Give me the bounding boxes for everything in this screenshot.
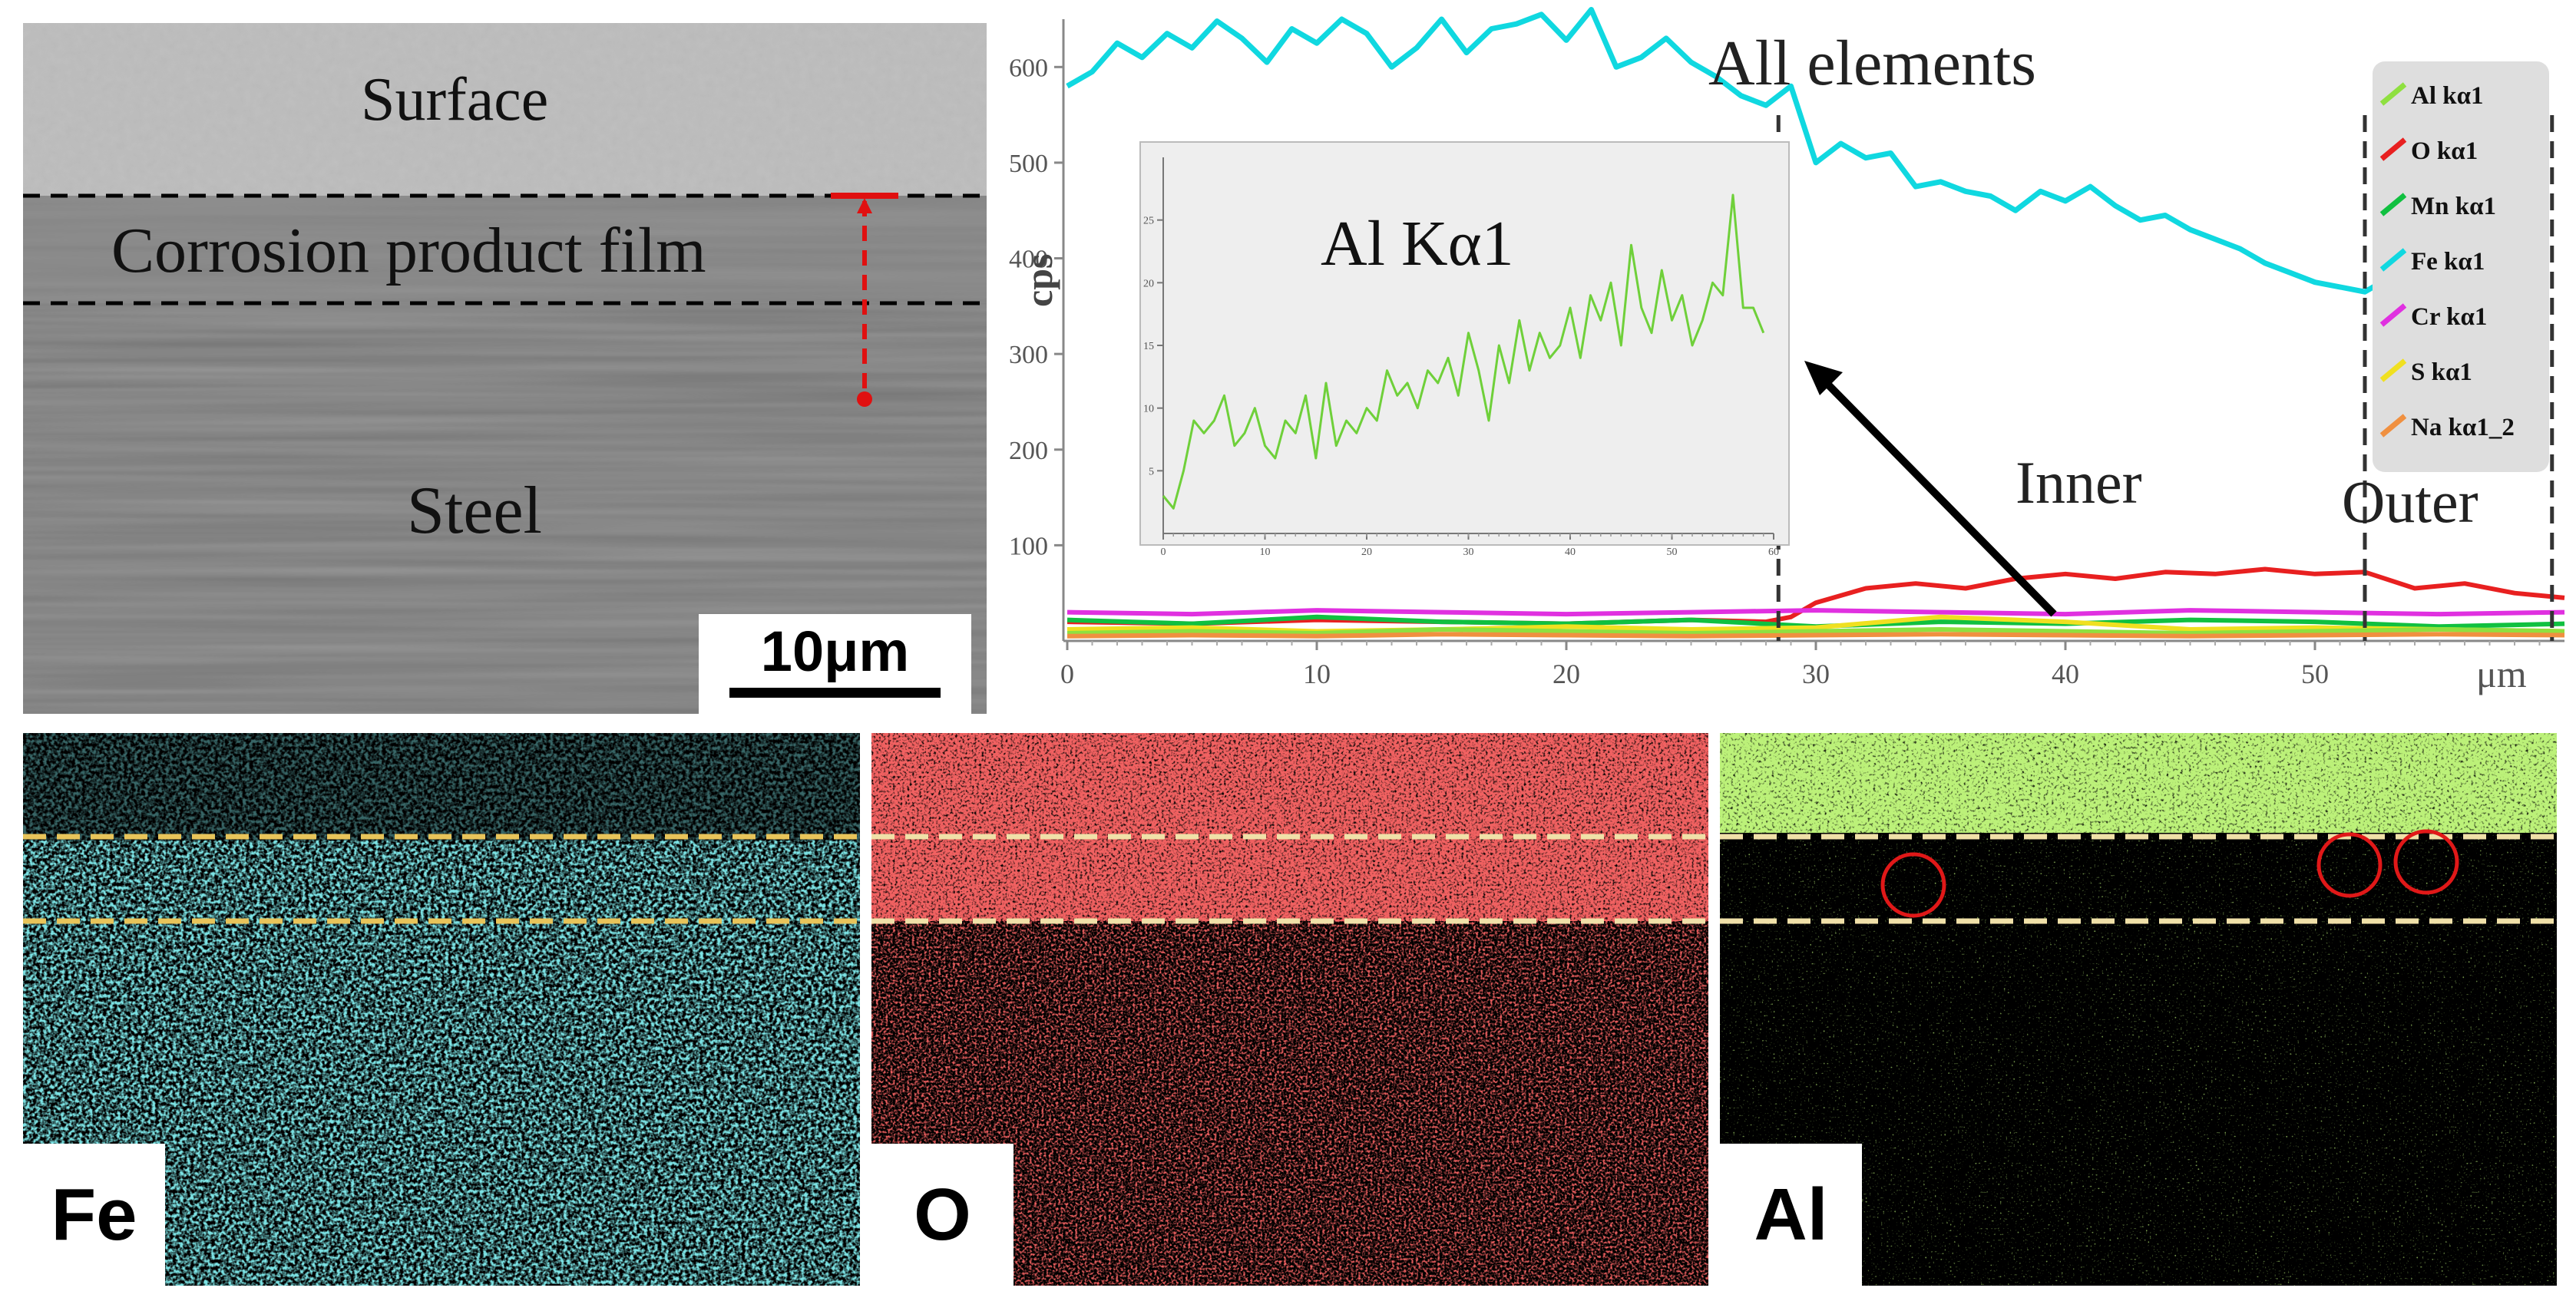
inset-x-tick-label: 0 — [1161, 547, 1166, 558]
x-axis-label: μm — [2476, 652, 2527, 695]
map-fe-label: Fe — [51, 1174, 137, 1256]
legend-swatch — [2379, 303, 2407, 327]
inset-y-tick-label: 20 — [1143, 278, 1154, 289]
inset-x-tick-label: 60 — [1768, 547, 1779, 558]
y-tick-label: 600 — [1009, 54, 1048, 82]
inset-background — [1139, 141, 1790, 546]
map-al-texture — [1720, 733, 2557, 1286]
inset-x-tick-label: 20 — [1361, 547, 1372, 558]
legend-label: Fe kα1 — [2411, 248, 2485, 276]
inset-y-tick-label: 15 — [1143, 341, 1154, 352]
series-line-cr-k-1 — [1066, 608, 2565, 617]
legend-swatch — [2379, 414, 2407, 438]
arrow — [1804, 361, 2057, 617]
al-circle-3 — [2393, 829, 2459, 895]
scale-bar-label: 10μm — [760, 619, 910, 683]
legend-label: Cr kα1 — [2411, 303, 2487, 331]
inset-series-line-al — [1162, 193, 1765, 510]
inset-x-tick-label: 40 — [1565, 547, 1576, 558]
steel-label: Steel — [407, 474, 542, 548]
map-al-label: Al — [1754, 1174, 1828, 1256]
y-tick-label: 300 — [1009, 341, 1048, 369]
series-line-o-k-1 — [1066, 566, 2565, 626]
inner-label: Inner — [2015, 449, 2142, 516]
legend-label: Mn kα1 — [2411, 193, 2496, 220]
sem-image: Surface Corrosion product film Steel 10μ… — [23, 23, 987, 714]
inset-x-tick-label: 50 — [1667, 547, 1678, 558]
sem-texture — [23, 23, 987, 714]
thickness-marker — [831, 193, 898, 407]
map-o: O — [871, 733, 1708, 1286]
legend-swatch — [2379, 82, 2407, 106]
legend-box — [2373, 61, 2549, 472]
line-scan-svg: 0 10 20 30 40 50 100 200 300 400 500 600 0 10 20 30 40 5… — [1009, 7, 2565, 695]
legend-swatch — [2379, 358, 2407, 382]
legend-label: S kα1 — [2411, 358, 2472, 386]
series-line-na-k-1-2 — [1066, 632, 2565, 639]
legend-label: Al kα1 — [2411, 82, 2484, 110]
series-line-al-k-1 — [1066, 627, 2565, 636]
x-tick-label: 10 — [1303, 659, 1331, 689]
series-line-fe-k-1 — [1066, 7, 2515, 314]
legend-label: Na kα1_2 — [2411, 414, 2515, 441]
inset-y-tick-label: 5 — [1149, 466, 1154, 477]
x-tick-label: 40 — [2052, 659, 2079, 689]
map-o-label-box: O — [871, 1144, 1014, 1286]
outer-label: Outer — [2342, 468, 2478, 535]
map-o-label: O — [914, 1174, 971, 1256]
y-axis-label: cps — [1017, 254, 1060, 307]
scale-bar — [729, 688, 941, 698]
x-tick-label: 0 — [1060, 659, 1074, 689]
x-tick-label: 20 — [1553, 659, 1580, 689]
map-al: Al — [1720, 733, 2557, 1286]
legend-swatch — [2379, 193, 2407, 216]
y-tick-label: 100 — [1009, 532, 1048, 560]
x-tick-label: 50 — [2301, 659, 2329, 689]
inset-x-tick-label: 10 — [1260, 547, 1271, 558]
map-al-label-box: Al — [1720, 1144, 1862, 1286]
y-tick-label: 200 — [1009, 437, 1048, 465]
line-scan-chart: 0 10 20 30 40 50 100 200 300 400 500 600 0 10 20 30 40 5… — [990, 0, 2576, 722]
inset-y-tick-label: 10 — [1143, 404, 1154, 415]
y-tick-label: 500 — [1009, 150, 1048, 178]
legend-label: O kα1 — [2411, 137, 2478, 165]
al-circle-1 — [1880, 852, 1946, 918]
legend-swatch — [2379, 248, 2407, 272]
x-tick-label: 30 — [1802, 659, 1830, 689]
map-fe-label-box: Fe — [23, 1144, 165, 1286]
surface-label: Surface — [361, 66, 549, 134]
inset-title: Al Kα1 — [1321, 208, 1514, 279]
map-fe: Fe — [23, 733, 860, 1286]
legend-swatch — [2379, 137, 2407, 161]
chart-title: All elements — [1708, 28, 2036, 99]
inset-x-tick-label: 30 — [1463, 547, 1474, 558]
inset-y-tick-label: 25 — [1143, 216, 1154, 227]
al-circle-2 — [2316, 832, 2383, 898]
y-tick-label: 400 — [1009, 246, 1048, 274]
scale-bar-box: 10μm — [699, 614, 971, 714]
film-label: Corrosion product film — [111, 215, 706, 286]
